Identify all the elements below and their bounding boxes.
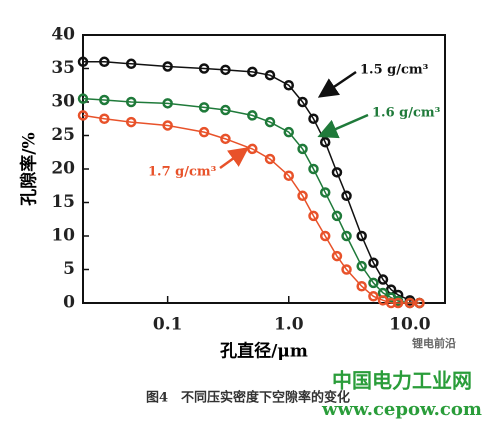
data-point [77,93,89,104]
annotation-arrow [317,113,369,139]
data-point [368,277,379,289]
data-point [308,210,319,222]
data-point [283,170,295,181]
data-point [368,257,379,269]
data-point [341,230,352,242]
legend-label: 1.5 g/cm³ [360,63,429,78]
data-point [404,297,416,309]
series-line [82,114,420,304]
data-point [319,187,331,198]
data-point [297,143,308,155]
data-point [308,163,319,175]
data-point [220,104,231,116]
data-point [297,190,308,202]
data-point [162,61,173,72]
data-point [125,116,137,128]
data-point [198,102,210,113]
y-tick-label: 5 [63,259,75,279]
data-point [264,69,276,81]
data-point [99,94,110,106]
data-point [319,230,331,242]
y-tick-label: 15 [51,192,75,212]
watermark: 中国电力工业网 [332,369,472,393]
data-point [392,297,404,309]
data-point [356,230,367,242]
y-tick-label: 35 [51,58,75,78]
watermark: 锂电前沿 [412,336,456,350]
y-tick-label: 0 [63,293,75,313]
annotation-arrow [219,147,250,170]
legend-label: 1.6 g/cm³ [372,106,441,121]
data-point [341,190,352,202]
data-point [331,167,343,178]
data-point [99,113,110,124]
data-point [220,64,231,76]
data-point [125,96,137,108]
data-point [297,96,308,108]
data-point [341,264,352,275]
data-point [77,110,89,121]
watermark: www.cepow.com [321,399,482,420]
data-point [247,66,258,78]
data-point [283,80,295,91]
data-point [331,210,343,222]
x-tick-label: 10.0 [389,315,431,335]
data-point [319,136,331,148]
data-point [308,113,319,124]
data-point [198,126,210,138]
x-tick-label: 0.1 [153,315,183,335]
data-point [331,250,343,262]
y-tick-label: 40 [51,25,75,45]
y-axis-label: 孔隙率/% [19,132,40,205]
y-tick-label: 30 [51,92,75,112]
annotation-arrow [317,70,357,98]
data-point [264,153,276,165]
data-point [198,63,210,74]
y-tick-label: 10 [51,226,75,246]
series-line [82,97,420,304]
data-point [220,133,231,145]
data-point [377,274,389,285]
data-point [264,116,276,128]
data-point [356,281,367,292]
y-tick-label: 20 [51,159,75,179]
data-point [414,297,425,309]
caption: 图4 不同压实密度下空隙率的变化 [146,390,350,406]
legend-label: 1.7 g/cm³ [148,165,217,180]
x-axis-label: 孔直径/μm [220,341,308,362]
data-point [125,58,137,70]
x-tick-label: 1.0 [274,315,304,335]
data-point [247,110,258,121]
data-point [283,126,295,138]
y-tick-label: 25 [51,125,75,145]
data-point [368,291,379,302]
data-point [356,260,367,272]
data-point [162,120,173,131]
data-point [99,56,110,68]
data-point [162,98,173,109]
data-point [77,56,89,68]
